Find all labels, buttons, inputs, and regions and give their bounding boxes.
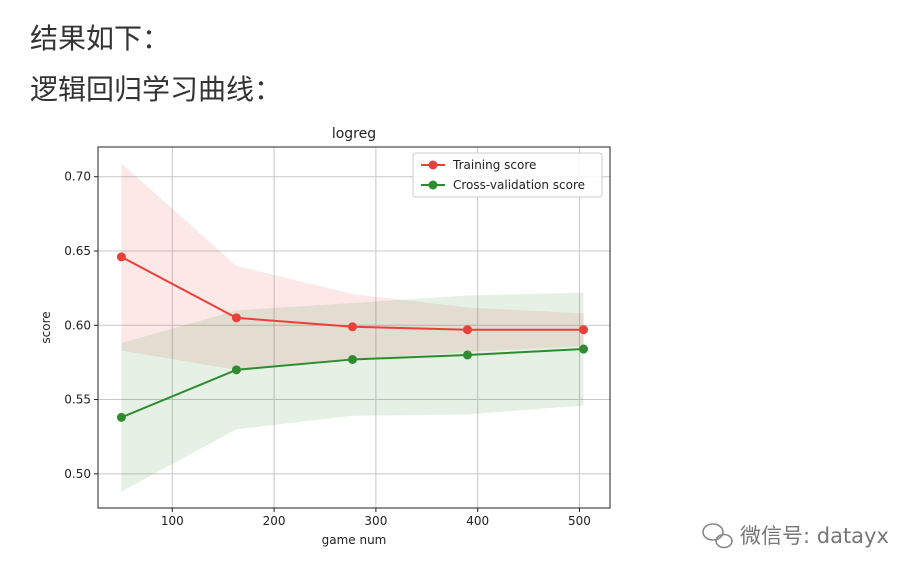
plot-frame [97, 146, 611, 509]
point [116, 412, 126, 422]
point [462, 350, 472, 360]
x-axis-label: game num [322, 533, 387, 547]
point [347, 354, 357, 364]
x-tick-label: 500 [568, 514, 591, 528]
point [231, 365, 241, 375]
y-tick-label: 0.60 [64, 318, 91, 332]
point [116, 252, 126, 262]
y-tick-label: 0.55 [64, 393, 91, 407]
legend-swatch [428, 160, 438, 170]
y-tick-label: 0.65 [64, 244, 91, 258]
x-tick-label: 200 [263, 514, 286, 528]
heading: 逻辑回归学习曲线： [30, 73, 282, 106]
chart-title: logreg [332, 126, 376, 142]
chart: 100 200 300 400 500 0.50 0.55 0.60 0.65 0.70 logre… [39, 126, 611, 547]
x-tick-label: 400 [466, 514, 489, 528]
legend-box [412, 152, 603, 198]
y-axis-label: score [39, 311, 53, 343]
legend-label: Cross-validation score [453, 178, 585, 192]
legend-label: Training score [452, 158, 536, 172]
x-tick-label: 100 [161, 514, 184, 528]
point [462, 325, 472, 335]
y-tick-label: 0.70 [64, 170, 91, 184]
legend-swatch [428, 180, 438, 190]
wechat-icon [702, 523, 733, 549]
heading: 结果如下： [30, 22, 170, 55]
watermark: 微信号: datayx [740, 524, 889, 548]
point [579, 344, 589, 354]
point [579, 325, 589, 335]
y-tick-label: 0.50 [64, 467, 91, 481]
point [347, 322, 357, 332]
point [231, 313, 241, 323]
x-tick-label: 300 [364, 514, 387, 528]
std-band [121, 292, 584, 492]
